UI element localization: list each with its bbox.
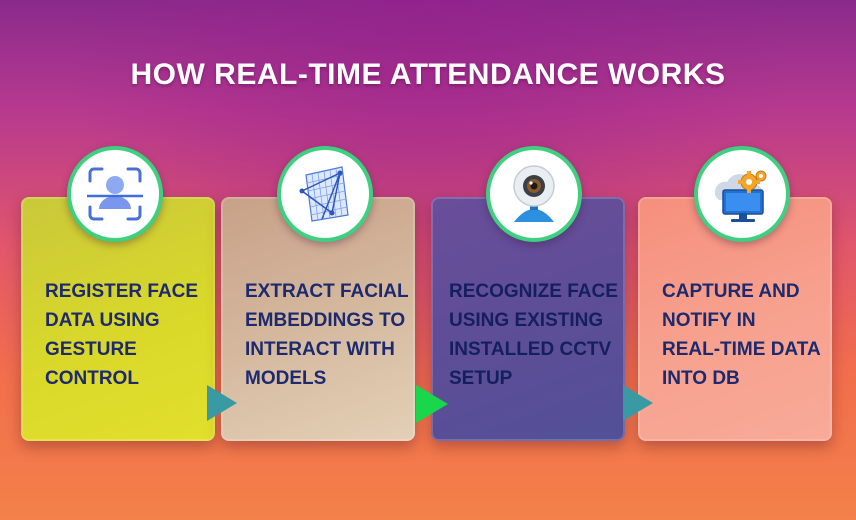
- step-line: USING EXISTING: [449, 310, 604, 331]
- face-scan-icon: [67, 146, 163, 242]
- step-text: CAPTURE AND NOTIFY IN REAL-TIME DATA INT…: [662, 277, 822, 393]
- webcam-icon: [486, 146, 582, 242]
- step-line: EXTRACT FACIAL: [245, 281, 409, 302]
- step-line: DATA USING: [45, 310, 160, 331]
- step-line: INTO DB: [662, 368, 740, 389]
- embedding-grid-icon: [277, 146, 373, 242]
- flow-arrow-icon: [207, 385, 237, 421]
- step-line: REAL-TIME DATA: [662, 339, 821, 360]
- step-text: EXTRACT FACIAL EMBEDDINGS TO INTERACT WI…: [245, 277, 409, 393]
- step-line: REGISTER FACE: [45, 281, 199, 302]
- step-card-extract: EXTRACT FACIAL EMBEDDINGS TO INTERACT WI…: [221, 197, 415, 441]
- page-title: HOW REAL-TIME ATTENDANCE WORKS: [130, 58, 726, 91]
- step-text: RECOGNIZE FACE USING EXISTING INSTALLED …: [449, 277, 618, 393]
- step-line: EMBEDDINGS TO: [245, 310, 406, 331]
- step-text: REGISTER FACE DATA USING GESTURE CONTROL: [45, 277, 205, 393]
- step-line: SETUP: [449, 368, 513, 389]
- step-line: RECOGNIZE FACE: [449, 281, 618, 302]
- step-line: INSTALLED CCTV: [449, 339, 612, 360]
- step-line: GESTURE: [45, 339, 137, 360]
- step-line: CONTROL: [45, 368, 139, 389]
- flow-arrow-icon: [416, 385, 448, 423]
- step-line: MODELS: [245, 368, 327, 389]
- step-line: CAPTURE AND: [662, 281, 800, 302]
- step-line: NOTIFY IN: [662, 310, 756, 331]
- cloud-gear-monitor-icon: [694, 146, 790, 242]
- step-line: INTERACT WITH: [245, 339, 395, 360]
- flow-arrow-icon: [623, 385, 653, 421]
